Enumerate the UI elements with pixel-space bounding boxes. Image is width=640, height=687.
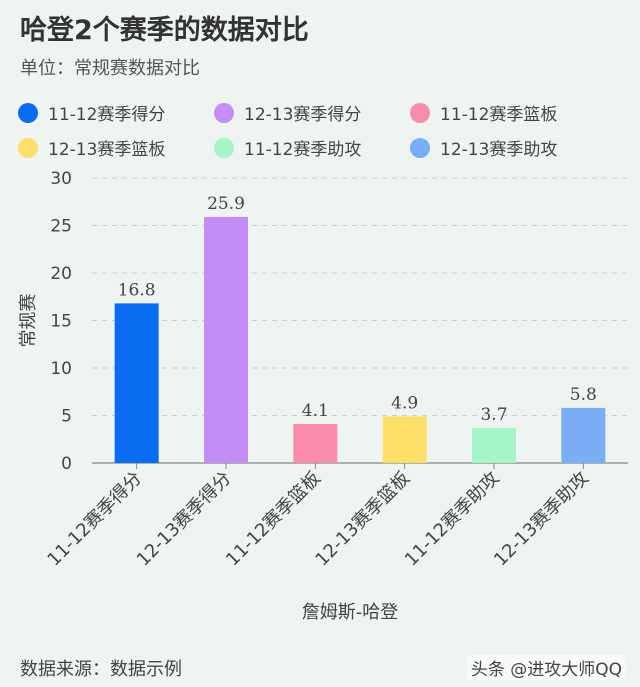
y-tick-label: 15 (50, 312, 72, 332)
source-note: 数据来源：数据示例 (20, 659, 182, 680)
legend-label: 12-13赛季篮板 (48, 140, 166, 160)
y-tick-label: 20 (50, 264, 72, 284)
legend-item: 11-12赛季篮板 (410, 100, 610, 125)
data-label: 4.9 (391, 393, 418, 413)
y-tick-label: 5 (61, 407, 72, 427)
x-tick-label: 12-13赛季得分 (133, 468, 236, 571)
y-tick-label: 30 (50, 169, 72, 189)
y-axis-title: 常规赛 (18, 294, 39, 348)
legend-swatch (18, 102, 38, 123)
legend-item: 12-13赛季助攻 (410, 135, 610, 160)
legend-swatch (410, 137, 430, 158)
legend-item: 11-12赛季助攻 (214, 135, 410, 160)
legend-item: 11-12赛季得分 (18, 100, 214, 125)
x-tick-label: 12-13赛季篮板 (311, 468, 414, 571)
x-tick-label: 11-12赛季助攻 (401, 468, 504, 571)
bar (472, 427, 516, 463)
y-tick-label: 25 (50, 217, 72, 237)
bar (114, 303, 159, 463)
chart-title: 哈登2个赛季的数据对比 (20, 15, 309, 46)
chart-subtitle: 单位：常规赛数据对比 (20, 58, 200, 79)
legend-label: 12-13赛季得分 (244, 105, 362, 125)
y-tick-label: 0 (61, 454, 72, 474)
legend-label: 11-12赛季篮板 (440, 105, 558, 125)
watermark: 头条 @进攻大师QQ (466, 655, 626, 680)
bar (561, 407, 606, 463)
legend-label: 11-12赛季助攻 (244, 140, 362, 160)
data-label: 5.8 (570, 385, 597, 405)
legend-swatch (214, 137, 234, 158)
data-label: 3.7 (480, 405, 507, 425)
data-label: 16.8 (118, 280, 156, 300)
legend-label: 11-12赛季得分 (48, 105, 166, 125)
data-label: 4.1 (302, 401, 329, 421)
legend-swatch (214, 102, 234, 123)
data-label: 25.9 (207, 194, 245, 214)
x-tick-label: 11-12赛季篮板 (222, 468, 325, 571)
legend-swatch (410, 102, 430, 123)
bar (204, 216, 248, 463)
y-tick-label: 10 (50, 359, 72, 379)
bar (293, 424, 338, 463)
x-tick-label: 12-13赛季助攻 (490, 468, 593, 571)
x-tick-label: 11-12赛季得分 (43, 468, 146, 571)
legend: 11-12赛季得分 12-13赛季得分 11-12赛季篮板 12-13赛季篮板 11-1… (18, 100, 628, 160)
legend-item: 12-13赛季篮板 (18, 135, 214, 160)
legend-swatch (18, 137, 38, 158)
x-axis-title: 詹姆斯-哈登 (302, 602, 399, 623)
bar (382, 416, 427, 463)
legend-label: 12-13赛季助攻 (440, 140, 558, 160)
bar-chart: 0 5 10 15 20 25 30 16.8 11-12赛季得分 25.9 12-13赛季得分 4.… (18, 169, 628, 623)
legend-item: 12-13赛季得分 (214, 100, 410, 125)
